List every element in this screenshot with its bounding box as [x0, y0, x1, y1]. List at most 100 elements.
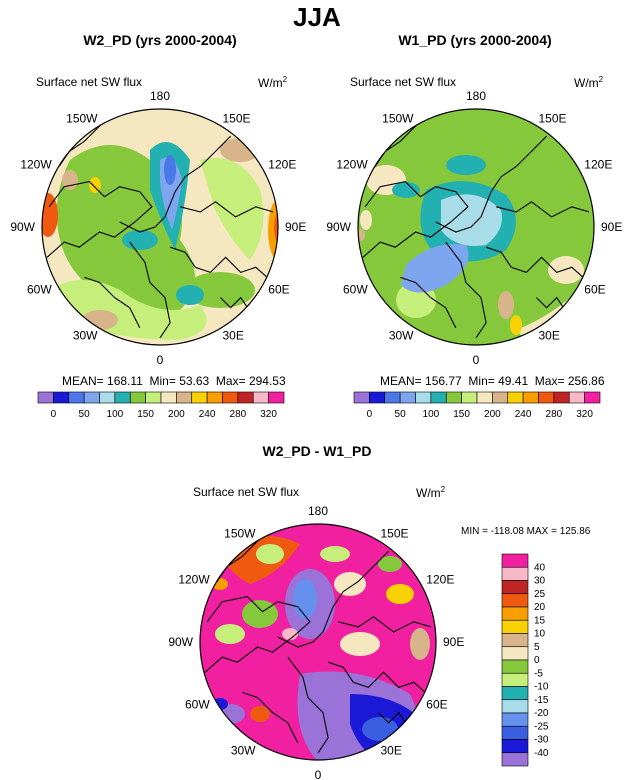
field-region — [200, 158, 264, 260]
mean-label: MEAN= — [62, 374, 104, 388]
panel2-stats: MEAN= 156.77 Min= 49.41 Max= 256.86 — [380, 374, 630, 388]
colorbar-cell — [53, 391, 70, 404]
colorbar-cell — [268, 391, 285, 404]
coastline — [277, 550, 389, 648]
field-region — [320, 546, 350, 562]
longitude-label: 60W — [343, 283, 368, 297]
field-region — [250, 664, 310, 704]
colorbar-cell — [129, 391, 146, 404]
panel2-units: W/m2 — [574, 75, 603, 90]
panel1-colorbar: 0 50 100 150 200 240 280 320 — [37, 391, 285, 420]
coastline — [338, 616, 432, 633]
colorbar-tick-label: 280 — [546, 409, 563, 420]
colorbar-tick-label: 10 — [534, 629, 546, 640]
field-region — [242, 600, 278, 628]
panel2-map: 180 150E 120E 90E 60E 30E 0 30W 60W 90W 120W 150W — [326, 90, 622, 367]
coastline — [485, 246, 590, 283]
coastline — [362, 181, 469, 258]
map-boundary — [199, 523, 437, 761]
colorbar-cell — [501, 633, 529, 648]
coastline — [435, 135, 547, 233]
map-boundary — [357, 108, 595, 346]
colorbar-cell — [68, 391, 85, 404]
colorbar-cell — [507, 391, 524, 404]
min-value: 49.41 — [498, 374, 529, 388]
coastline — [84, 276, 141, 329]
colorbar-tick-label: 20 — [534, 602, 546, 613]
longitude-label: 60W — [27, 283, 52, 297]
panel1-title: W2_PD (yrs 2000-2004) — [83, 32, 237, 48]
units-sup: 2 — [282, 75, 288, 84]
longitude-label: 90E — [285, 220, 306, 234]
colorbar-cell — [237, 391, 254, 404]
colorbar-tick-label: 240 — [199, 409, 216, 420]
units-base: W/m — [574, 76, 599, 90]
mean-label: MEAN= — [380, 374, 422, 388]
longitude-label: 120W — [20, 158, 52, 172]
colorbar-tick-label: -25 — [534, 721, 549, 732]
colorbar-tick-label: 0 — [51, 409, 57, 420]
longitude-label: 150W — [224, 527, 256, 541]
colorbar-tick-label: 100 — [107, 409, 124, 420]
field-region — [360, 210, 372, 230]
colorbar-cell — [501, 593, 529, 608]
colorbar-tick-label: -15 — [534, 695, 549, 706]
coastline — [327, 661, 432, 698]
field — [200, 524, 436, 760]
colorbar-cell — [37, 391, 54, 404]
colorbar-tick-label: 100 — [423, 409, 440, 420]
colorbar-cell — [461, 391, 478, 404]
field-region — [510, 315, 522, 335]
field-region — [122, 230, 158, 250]
coastline — [445, 241, 487, 339]
colorbar-cell — [399, 391, 416, 404]
field-region — [176, 285, 204, 305]
longitude-label: 30W — [231, 743, 256, 757]
colorbar-cell — [501, 566, 529, 581]
figure-title: JJA — [293, 2, 341, 32]
coastline — [119, 135, 231, 233]
longitude-label: 30W — [73, 328, 98, 342]
longitude-label: 30E — [223, 328, 244, 342]
field-region — [548, 256, 584, 284]
field-region — [362, 717, 398, 741]
coastline — [400, 276, 457, 329]
colorbar-cell — [501, 659, 529, 674]
panel1-units: W/m2 — [258, 75, 287, 90]
longitude-label: 120E — [426, 573, 454, 587]
colorbar-cell — [476, 391, 493, 404]
colorbar-cell — [415, 391, 432, 404]
longitude-label: 30E — [539, 328, 560, 342]
colorbar-tick-label: 5 — [534, 642, 540, 653]
max-label: Max= — [215, 374, 246, 388]
colorbar-cell — [252, 391, 269, 404]
map-boundary — [41, 108, 279, 346]
panel3-map: 180 150E 120E 90E 60E 30E 0 30W 60W 90W 120W 150W — [168, 504, 464, 780]
longitude-label: 60E — [584, 283, 605, 297]
coastline — [46, 181, 153, 258]
colorbar-cell — [430, 391, 447, 404]
panel2-variable: Surface net SW flux — [350, 75, 457, 89]
colorbar-tick-label: 25 — [534, 589, 546, 600]
field-region — [392, 182, 420, 198]
longitude-label: 90E — [443, 635, 464, 649]
field-region — [215, 624, 245, 644]
longitude-label: 60E — [268, 283, 289, 297]
colorbar-tick-label: 150 — [453, 409, 470, 420]
colorbar-cell — [501, 672, 529, 687]
panel1-map: 180 150E 120E 90E 60E 30E 0 30W 60W 90W 120W 150W — [10, 90, 306, 367]
field-region — [164, 155, 176, 185]
mean-value: 168.11 — [107, 374, 143, 388]
longitude-label: 90E — [601, 220, 622, 234]
colorbar-cell — [206, 391, 223, 404]
field-region — [386, 584, 414, 604]
coastline — [129, 241, 171, 339]
coastline — [496, 201, 590, 218]
longitude-label: 120W — [336, 158, 368, 172]
longitude-label: 150W — [66, 112, 98, 126]
field-region — [89, 177, 101, 193]
colorbar-cell — [369, 391, 386, 404]
panel3-colorbar: 40 30 25 20 15 10 5 0 -5 -10 -15 -20 -25 -30 -40 — [501, 553, 549, 767]
field-region — [446, 155, 486, 175]
colorbar-tick-label: -40 — [534, 748, 549, 759]
